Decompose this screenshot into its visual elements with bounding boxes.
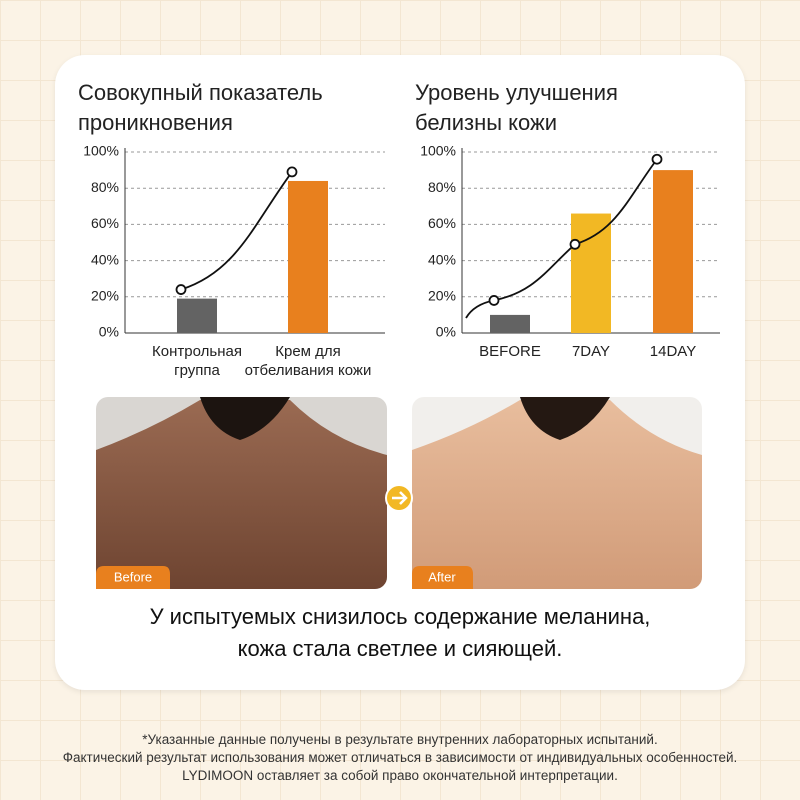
trend-point [569, 238, 581, 250]
before-tag [96, 566, 170, 589]
x-tick-label: Крем для отбеливания кожи [244, 343, 372, 379]
arrow [392, 491, 408, 505]
y-tick-label: 0% [99, 324, 119, 340]
y-tick-label: 80% [91, 179, 119, 195]
x-tick-label: BEFORE [479, 343, 541, 360]
chart-title: Совокупный показатель [78, 80, 323, 105]
y-tick-label: 100% [83, 143, 119, 159]
x-tick-label: Контрольная группа [152, 343, 242, 379]
y-tick-label: 60% [91, 215, 119, 231]
after-photo [412, 397, 702, 589]
y-tick-label: 40% [428, 251, 456, 267]
caption: кожа стала светлее и сияющей. [237, 636, 563, 661]
bar [288, 180, 328, 333]
y-tick-label: 60% [428, 215, 456, 231]
footnote: LYDIMOON оставляет за собой право оконча… [182, 768, 618, 783]
trend-point [286, 166, 298, 178]
trend-point [488, 295, 500, 306]
caption: У испытуемых снизилось содержание мелани… [149, 604, 651, 629]
footnote: *Указанные данные получены в результате … [142, 732, 658, 747]
y-tick-label: 0% [436, 324, 456, 340]
x-tick-label: 14DAY [649, 343, 697, 360]
y-tick-label: 80% [428, 179, 456, 195]
y-tick-label: 40% [91, 251, 119, 267]
y-tick-label: 100% [420, 143, 456, 159]
chart-title: белизны кожи [415, 110, 558, 135]
y-tick-label: 20% [428, 288, 456, 304]
bar [571, 213, 611, 333]
after-label: After [428, 569, 456, 584]
chart-title: проникновения [78, 110, 233, 135]
footnote: Фактический результат использования може… [62, 750, 738, 765]
y-tick-label: 20% [91, 288, 119, 304]
chart-title: Уровень улучшения [415, 80, 618, 105]
trend-line [180, 171, 293, 291]
before-photo [96, 397, 387, 589]
before-label: Before [114, 569, 152, 584]
x-tick-label: 7DAY [571, 343, 611, 360]
trend-point [651, 153, 663, 165]
bar [177, 298, 217, 333]
bar [653, 170, 693, 333]
trend-point [175, 284, 187, 295]
bar [490, 314, 530, 333]
after-tag [412, 566, 473, 589]
